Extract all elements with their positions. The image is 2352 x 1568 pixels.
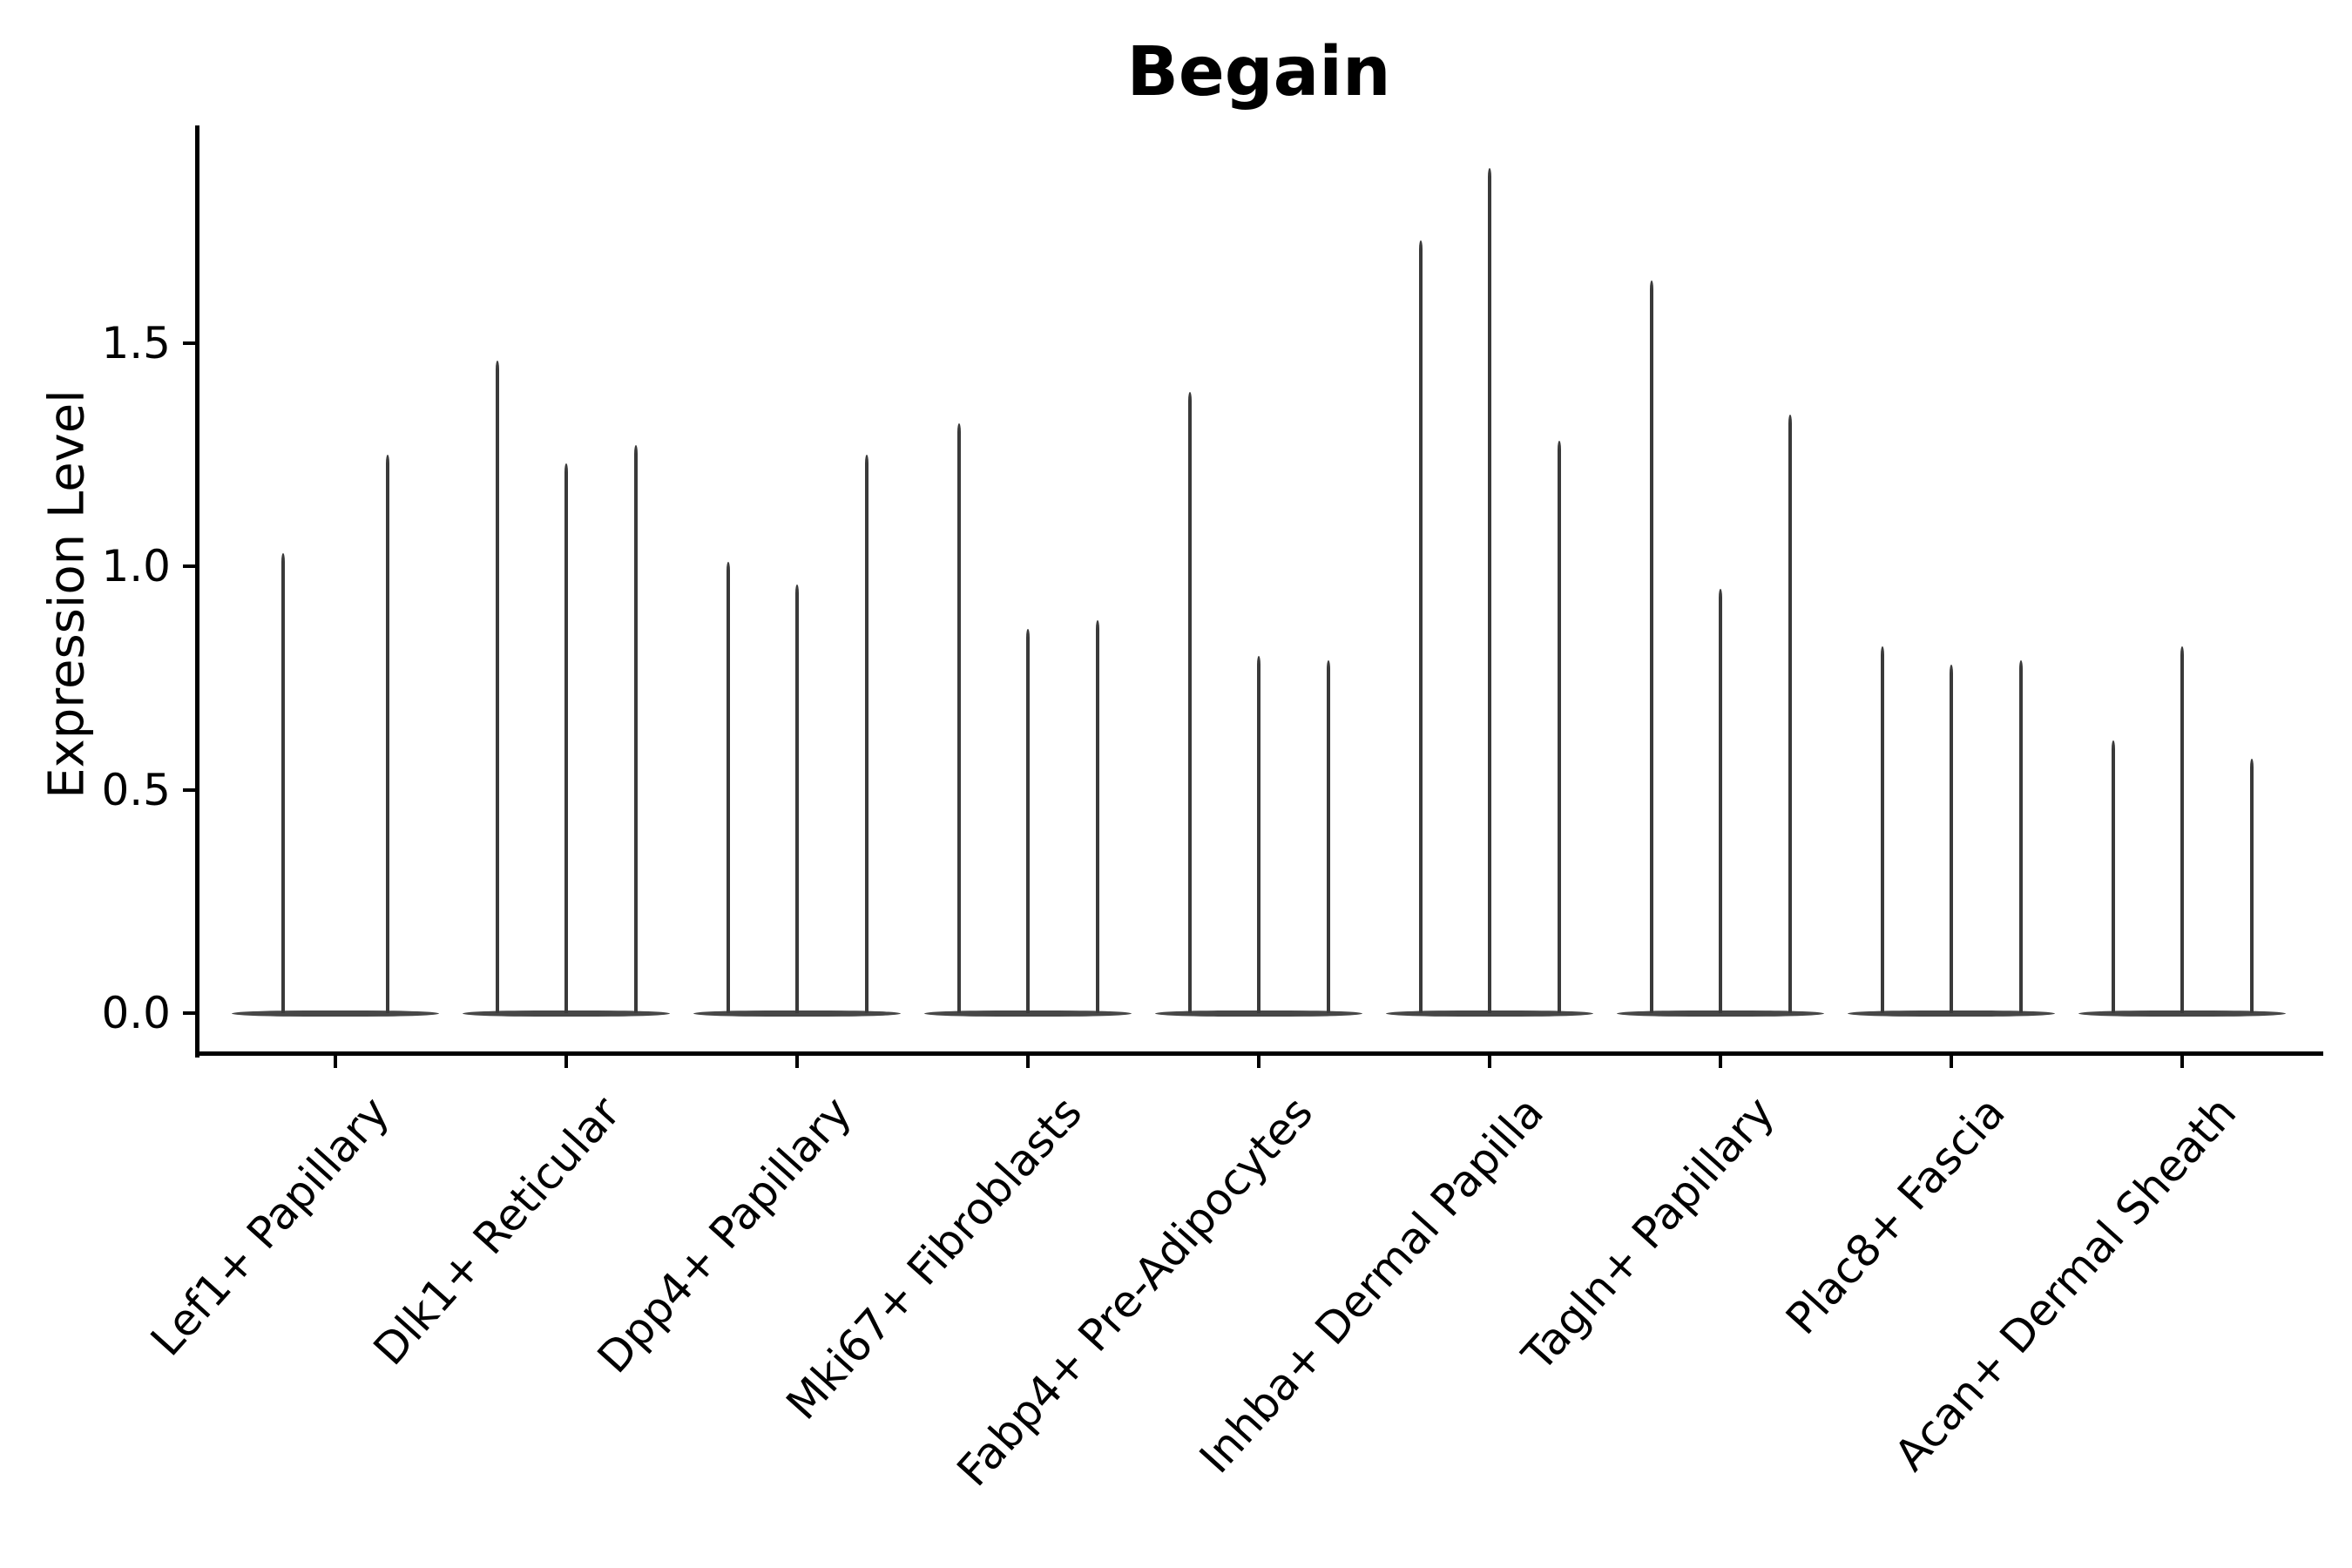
violin-spike [1095, 619, 1099, 1013]
y-tick-label: 0.0 [101, 988, 171, 1038]
x-tick-mark [2180, 1056, 2184, 1068]
violin-spike [1488, 168, 1491, 1013]
violin-spike [1187, 391, 1192, 1013]
violin-spike [864, 454, 868, 1013]
violin-spike [564, 463, 568, 1013]
violin-spike [1418, 240, 1423, 1013]
y-axis-spine [195, 125, 199, 1058]
violin-spike [1950, 664, 1953, 1013]
violin-spike [385, 454, 389, 1013]
y-tick-mark [183, 787, 195, 792]
violin-baseline-body [693, 1010, 902, 1017]
violin-spike [2018, 659, 2023, 1013]
violin-spike [495, 361, 499, 1013]
violin-baseline-body [2078, 1010, 2287, 1017]
violin-baseline-body [462, 1010, 671, 1017]
x-tick-mark [1488, 1056, 1491, 1068]
violin-spike [1026, 628, 1030, 1013]
y-tick-label: 1.0 [101, 541, 171, 591]
x-tick-mark [334, 1056, 337, 1068]
y-tick-mark [183, 564, 195, 568]
y-axis-label: Expression Level [38, 389, 96, 799]
x-tick-mark [1950, 1056, 1953, 1068]
x-tick-label: Dlk1+ Reticular [363, 1087, 631, 1375]
y-tick-label: 0.5 [101, 764, 171, 815]
violin-spike [1719, 588, 1722, 1013]
y-tick-label: 1.5 [101, 317, 171, 368]
violin-spike [956, 422, 961, 1013]
violin-spike [795, 584, 799, 1013]
violin-spike [726, 561, 730, 1013]
y-tick-mark [183, 341, 195, 345]
x-tick-mark [1719, 1056, 1722, 1068]
violin-spike [2180, 646, 2184, 1013]
violin-spike [633, 445, 638, 1013]
violin-spike [1326, 659, 1330, 1013]
violin-spike [1557, 441, 1561, 1013]
violin-baseline-body [1154, 1010, 1363, 1017]
violin-baseline-body [1847, 1010, 2056, 1017]
x-tick-mark [1257, 1056, 1260, 1068]
x-tick-label: Tagln+ Papillary [1512, 1087, 1785, 1381]
x-tick-mark [795, 1056, 799, 1068]
violin-spike [1257, 655, 1260, 1013]
violin-spike [281, 552, 286, 1013]
violin-baseline-body [1616, 1010, 1825, 1017]
x-tick-mark [1026, 1056, 1030, 1068]
violin-baseline-body [923, 1010, 1132, 1017]
x-tick-label: Plac8+ Fascia [1776, 1087, 2016, 1344]
x-axis-spine [195, 1051, 2323, 1056]
chart-title: Begain [1126, 33, 1391, 112]
x-tick-label: Lef1+ Papillary [141, 1087, 400, 1366]
x-tick-mark [564, 1056, 568, 1068]
violin-spike [2249, 758, 2254, 1013]
y-tick-mark [183, 1011, 195, 1015]
violin-baseline-body [1385, 1010, 1594, 1017]
x-tick-label: Dpp4+ Papillary [587, 1087, 862, 1383]
violin-spike [1880, 646, 1884, 1013]
violin-spike [2111, 740, 2115, 1013]
violin-spike [1649, 280, 1653, 1013]
violin-spike [1788, 414, 1792, 1013]
violin-baseline-body [231, 1010, 440, 1017]
